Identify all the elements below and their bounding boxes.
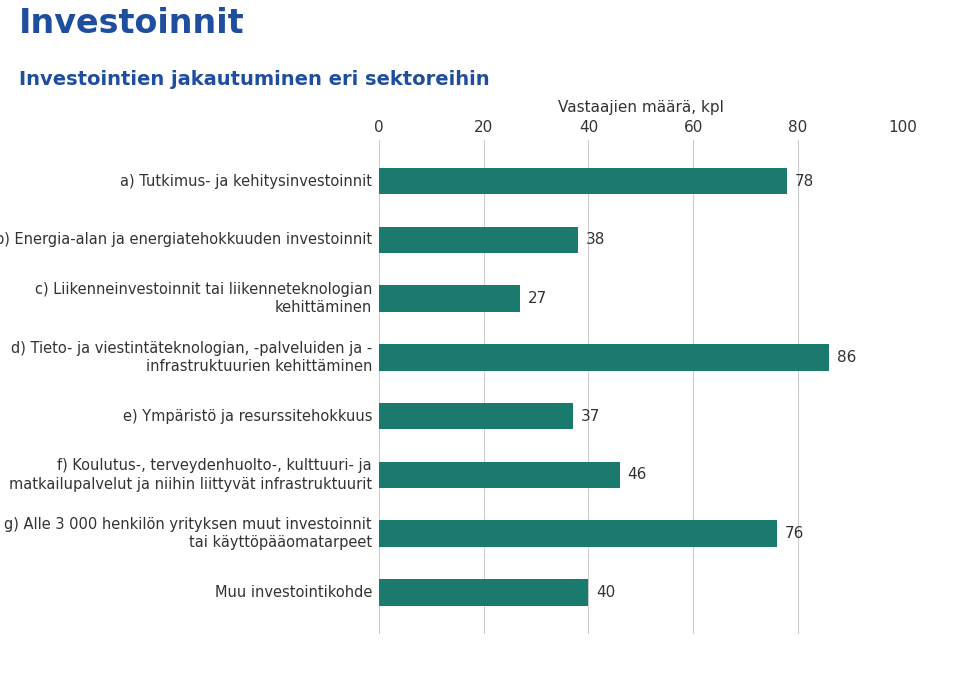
Bar: [379, 579, 588, 606]
Text: 46: 46: [628, 468, 647, 482]
Text: g) Alle 3 000 henkilön yrityksen muut investoinnit
tai käyttöpääomatarpeet: g) Alle 3 000 henkilön yrityksen muut in…: [5, 517, 372, 550]
Text: c) Liikenneinvestoinnit tai liikenneteknologian
kehittäminen: c) Liikenneinvestoinnit tai liikennetekn…: [35, 282, 372, 316]
Text: e) Ympäristö ja resurssitehokkuus: e) Ympäristö ja resurssitehokkuus: [123, 409, 372, 423]
Text: a) Tutkimus- ja kehitysinvestoinnit: a) Tutkimus- ja kehitysinvestoinnit: [120, 174, 372, 188]
Text: 76: 76: [784, 526, 804, 541]
Bar: [379, 168, 787, 195]
Text: 27: 27: [528, 291, 547, 306]
Text: Investointien jakautuminen eri sektoreihin: Investointien jakautuminen eri sektoreih…: [19, 70, 490, 89]
X-axis label: Vastaajien määrä, kpl: Vastaajien määrä, kpl: [558, 100, 724, 115]
Bar: [379, 520, 777, 547]
Bar: [379, 286, 520, 312]
Text: Muu investointikohde: Muu investointikohde: [215, 585, 372, 600]
Bar: [379, 403, 573, 429]
Text: b) Energia-alan ja energiatehokkuuden investoinnit: b) Energia-alan ja energiatehokkuuden in…: [0, 232, 372, 247]
Text: f) Koulutus-, terveydenhuolto-, kulttuuri- ja
matkailupalvelut ja niihin liittyv: f) Koulutus-, terveydenhuolto-, kulttuur…: [9, 458, 372, 491]
Text: 40: 40: [596, 585, 615, 600]
Text: 17.9.2015: 17.9.2015: [816, 680, 876, 694]
Text: 78: 78: [795, 174, 814, 188]
Bar: [379, 344, 829, 370]
Bar: [379, 462, 620, 488]
Text: MINISTRY OF EMPLOYMENT AND THE ECONOMY: MINISTRY OF EMPLOYMENT AND THE ECONOMY: [341, 662, 619, 673]
Text: 19: 19: [922, 680, 937, 694]
Text: 38: 38: [586, 232, 605, 247]
Text: 86: 86: [837, 350, 856, 365]
Text: Investoinnit: Investoinnit: [19, 7, 245, 40]
Bar: [379, 227, 578, 253]
Text: 37: 37: [581, 409, 600, 423]
Text: d) Tieto- ja viestintäteknologian, -palveluiden ja -
infrastruktuurien kehittämi: d) Tieto- ja viestintäteknologian, -palv…: [11, 341, 372, 374]
